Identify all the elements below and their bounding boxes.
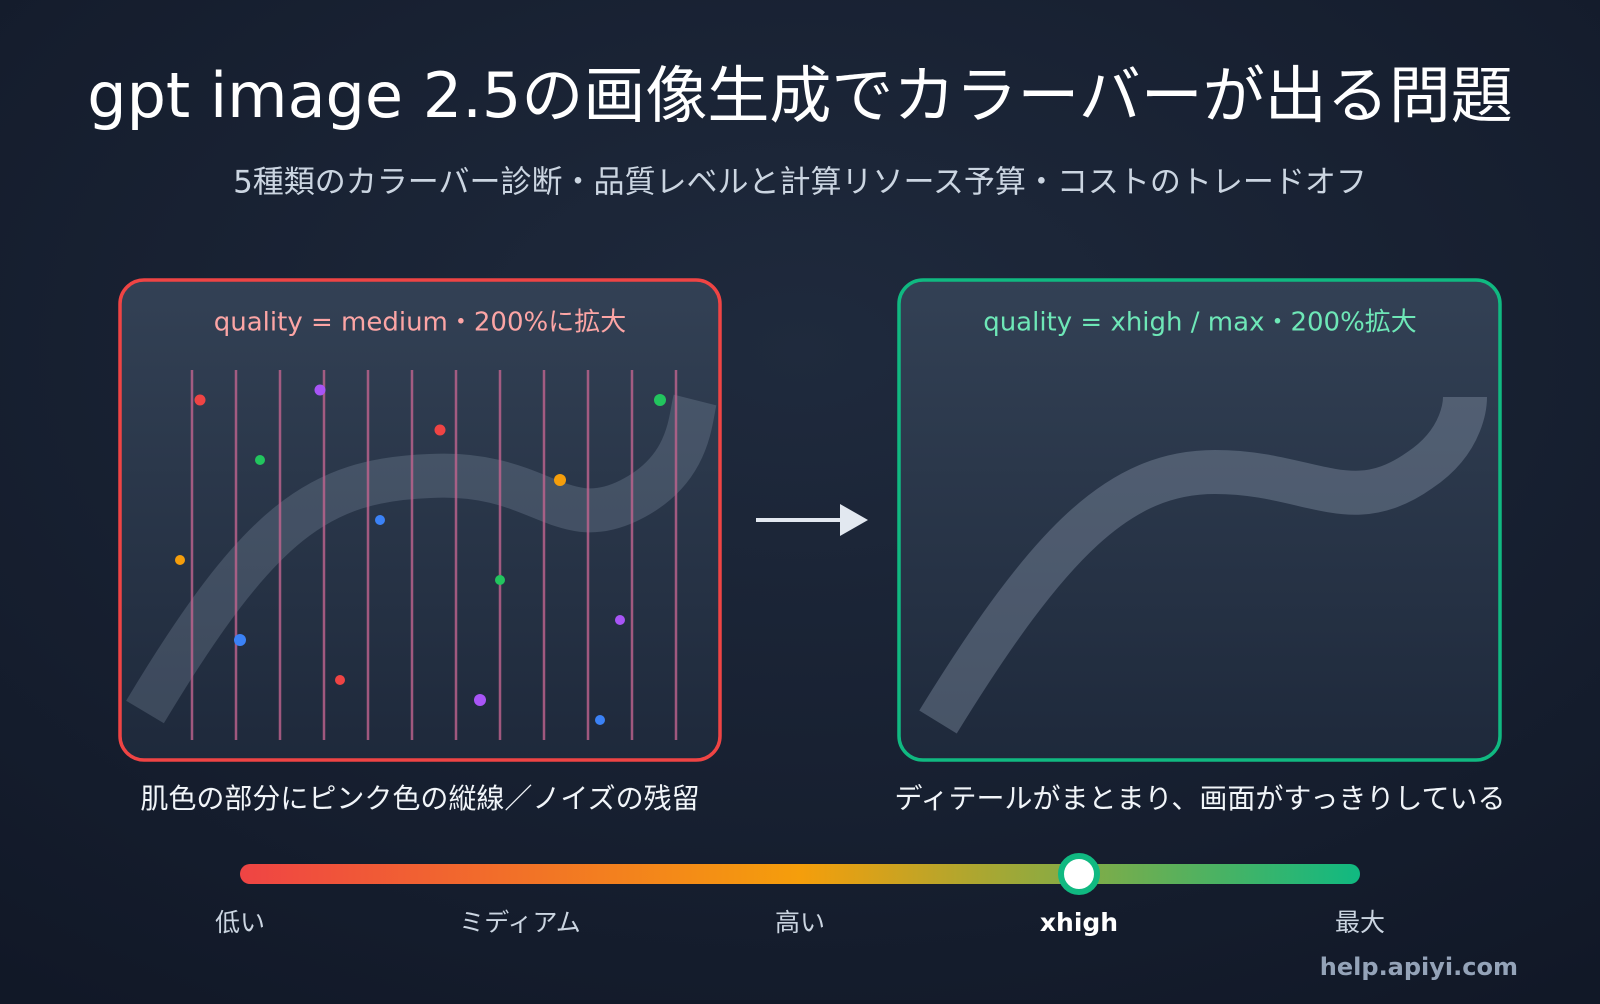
scale-knob [1058,853,1100,895]
panel-label: quality = medium・200%に拡大 [214,308,626,338]
panel-xhigh: quality = xhigh / max・200%拡大 [897,278,1502,762]
stroke-curve [126,394,717,724]
panel-label: quality = xhigh / max・200%拡大 [983,308,1417,338]
panel-caption: ディテールがまとまり、画面がすっきりしている [895,782,1506,815]
panel-frame [897,278,1502,762]
arrow [756,504,868,536]
scale-label: ミディアム [459,908,581,937]
panel-medium: quality = medium・200%に拡大 [118,278,722,762]
scale-label: 低い [215,908,265,937]
watermark: help.apiyi.com [1320,953,1518,981]
noise-dots [175,384,666,725]
scale-label: 高い [775,908,825,937]
stroke-curve [919,396,1487,734]
scale-label: xhigh [1040,908,1118,937]
panel-caption: 肌色の部分にピンク色の縦線／ノイズの残留 [140,782,699,815]
scale-labels: 低い ミディアム 高い xhigh 最大 [215,908,1385,937]
color-bars [190,370,678,740]
quality-scale [240,864,1360,884]
panel-frame [118,278,722,762]
scale-label: 最大 [1335,908,1385,937]
subtitle: 5種類のカラーバー診断・品質レベルと計算リソース予算・コストのトレードオフ [233,165,1367,201]
title: gpt image 2.5の画像生成でカラーバーが出る問題 [87,59,1513,132]
